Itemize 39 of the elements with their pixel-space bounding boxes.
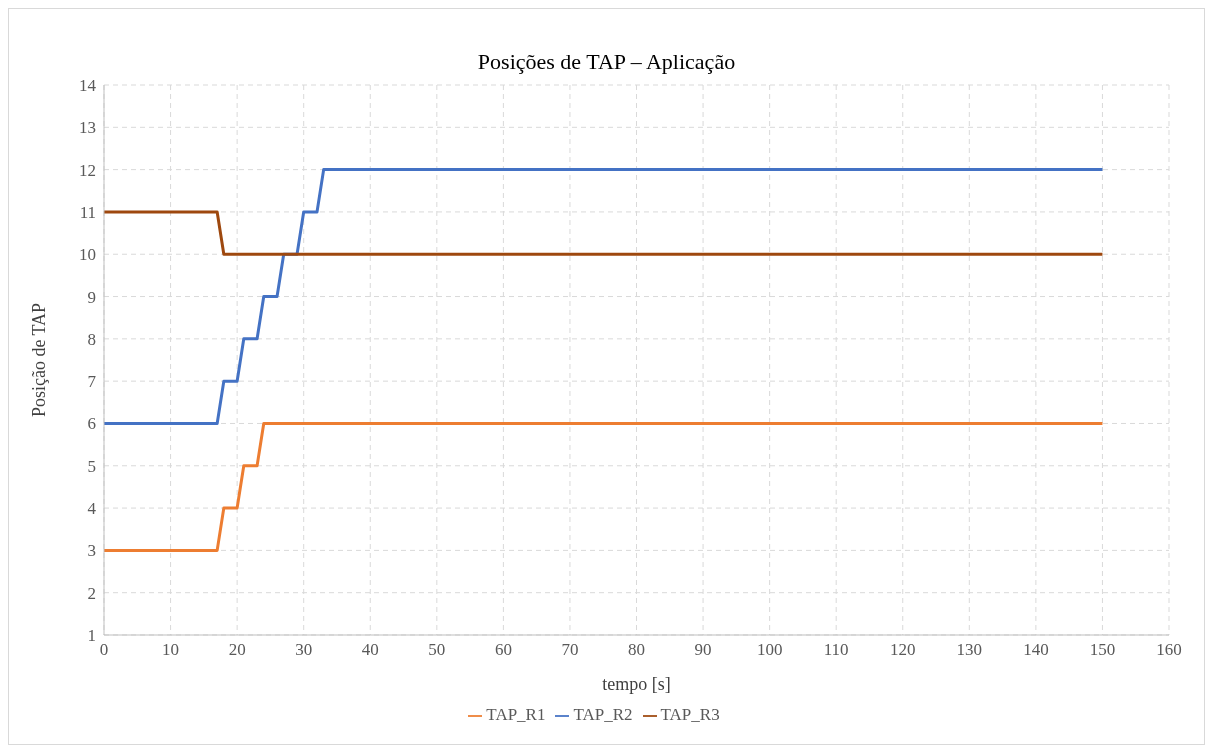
x-tick-label: 50 (428, 640, 446, 660)
y-tick-label: 5 (87, 456, 96, 476)
y-tick-label: 11 (79, 202, 96, 222)
chart-title: Posições de TAP – Aplicação (476, 49, 737, 75)
legend-label: TAP_R1 (486, 705, 546, 724)
y-axis-title: Posição de TAP (29, 302, 50, 418)
x-tick-label: 30 (295, 640, 313, 660)
x-tick-label: 130 (956, 640, 983, 660)
x-tick-label: 60 (494, 640, 512, 660)
y-tick-label: 2 (87, 583, 96, 603)
y-tick-label: 9 (87, 287, 96, 307)
y-tick-label: 14 (79, 76, 97, 96)
x-tick-label: 100 (756, 640, 783, 660)
x-tick-label: 90 (694, 640, 712, 660)
x-tick-label: 120 (890, 640, 916, 660)
line-series (104, 168, 1104, 425)
legend-label: TAP_R3 (660, 705, 720, 724)
y-tick-label: 6 (87, 414, 96, 434)
x-tick-label: 40 (361, 640, 379, 660)
y-tick-label: 10 (79, 245, 96, 265)
y-tick-label: 12 (79, 160, 96, 180)
x-axis-title: tempo [s] (602, 674, 671, 694)
y-tick-label: 4 (87, 499, 97, 519)
x-tick-label: 160 (1156, 640, 1182, 660)
x-tick-label: 150 (1089, 640, 1116, 660)
line-series (104, 421, 1104, 552)
x-tick-label: 80 (628, 640, 645, 660)
x-tick-label: 140 (1023, 640, 1049, 660)
x-tick-label: 20 (228, 640, 246, 660)
y-tick-label: 7 (87, 372, 97, 392)
y-tick-label: 8 (87, 329, 96, 349)
x-tick-label: 0 (99, 640, 109, 660)
y-tick-label: 1 (87, 626, 96, 646)
y-tick-label: 13 (79, 118, 96, 138)
x-tick-label: 110 (823, 640, 849, 660)
x-tick-label: 70 (561, 640, 579, 660)
y-tick-label: 3 (87, 541, 96, 561)
legend-label: TAP_R2 (573, 705, 633, 724)
x-tick-label: 10 (162, 640, 180, 660)
